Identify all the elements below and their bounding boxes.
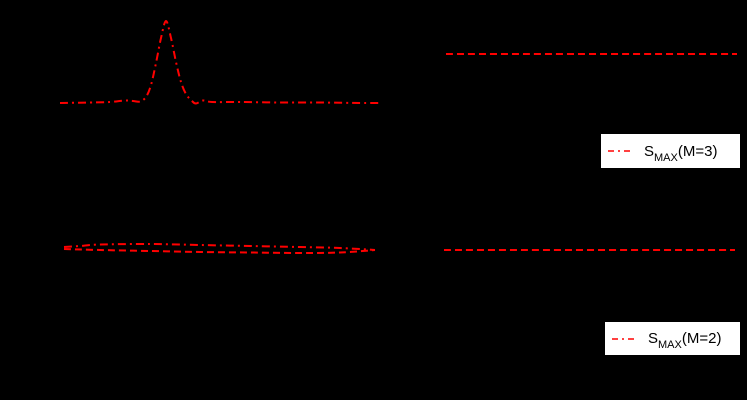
legend-line-sample-icon <box>612 337 636 340</box>
legend-line-sample-icon <box>608 150 632 152</box>
series-line-bottom-left <box>63 242 376 251</box>
legend-label: SMAX(M=3) <box>644 142 718 164</box>
legend-label: SMAX(M=2) <box>648 330 722 351</box>
legend-m3: SMAX(M=3) <box>601 134 740 168</box>
legend-m2: SMAX(M=2) <box>605 322 740 355</box>
series-line-top-left <box>59 19 381 105</box>
series-line-bottom-left <box>63 248 376 255</box>
series-layer <box>59 19 737 255</box>
